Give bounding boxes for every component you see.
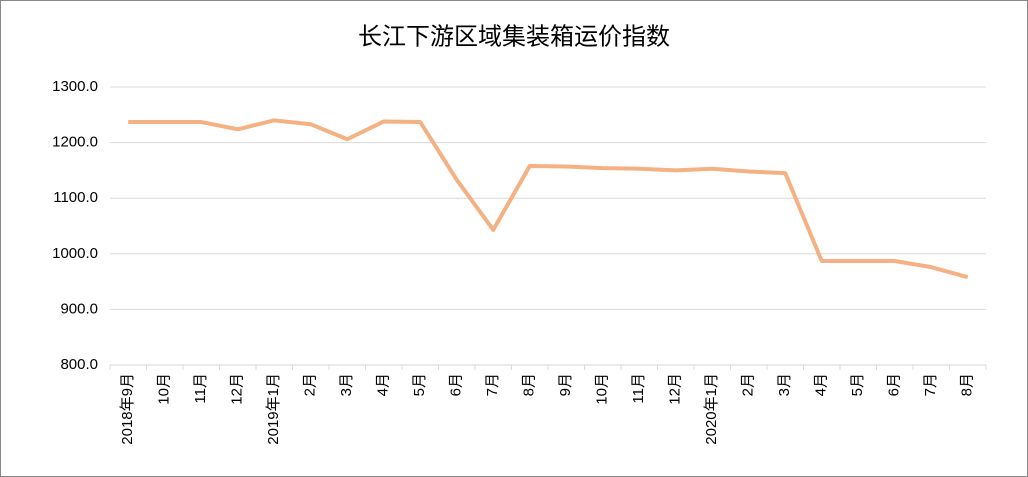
x-tick-label: 2月 [740,373,757,396]
x-tick-label: 6月 [448,373,465,396]
y-tick-label: 1200.0 [52,134,98,151]
x-tick-label: 6月 [886,373,903,396]
x-tick-label: 7月 [484,373,501,396]
x-tick-label: 3月 [338,373,355,396]
x-tick-label: 5月 [849,373,866,396]
x-tick-label: 10月 [594,373,611,405]
x-tick-label: 7月 [922,373,939,396]
y-tick-label: 1300.0 [52,78,98,95]
x-tick-label: 2019年1月 [265,373,282,445]
x-tick-label: 9月 [557,373,574,396]
x-tick-label: 11月 [192,373,209,404]
x-tick-label: 2018年9月 [119,373,136,445]
x-tick-label: 5月 [411,373,428,396]
x-tick-label: 8月 [521,373,538,396]
y-tick-label: 1000.0 [52,245,98,262]
x-tick-label: 8月 [959,373,976,396]
y-tick-label: 800.0 [60,356,98,373]
x-tick-label: 12月 [229,373,246,405]
chart-title: 长江下游区域集装箱运价指数 [358,23,670,50]
y-tick-label: 1100.0 [53,189,98,206]
y-tick-label: 900.0 [60,300,98,317]
x-tick-label: 11月 [630,373,647,404]
x-tick-label: 4月 [375,373,392,396]
x-tick-label: 4月 [813,373,830,396]
x-tick-label: 2020年1月 [703,373,720,445]
x-tick-label: 3月 [776,373,793,396]
x-tick-label: 2月 [302,373,319,396]
x-tick-label: 10月 [156,373,173,405]
line [128,118,969,280]
x-tick-label: 12月 [667,373,684,405]
